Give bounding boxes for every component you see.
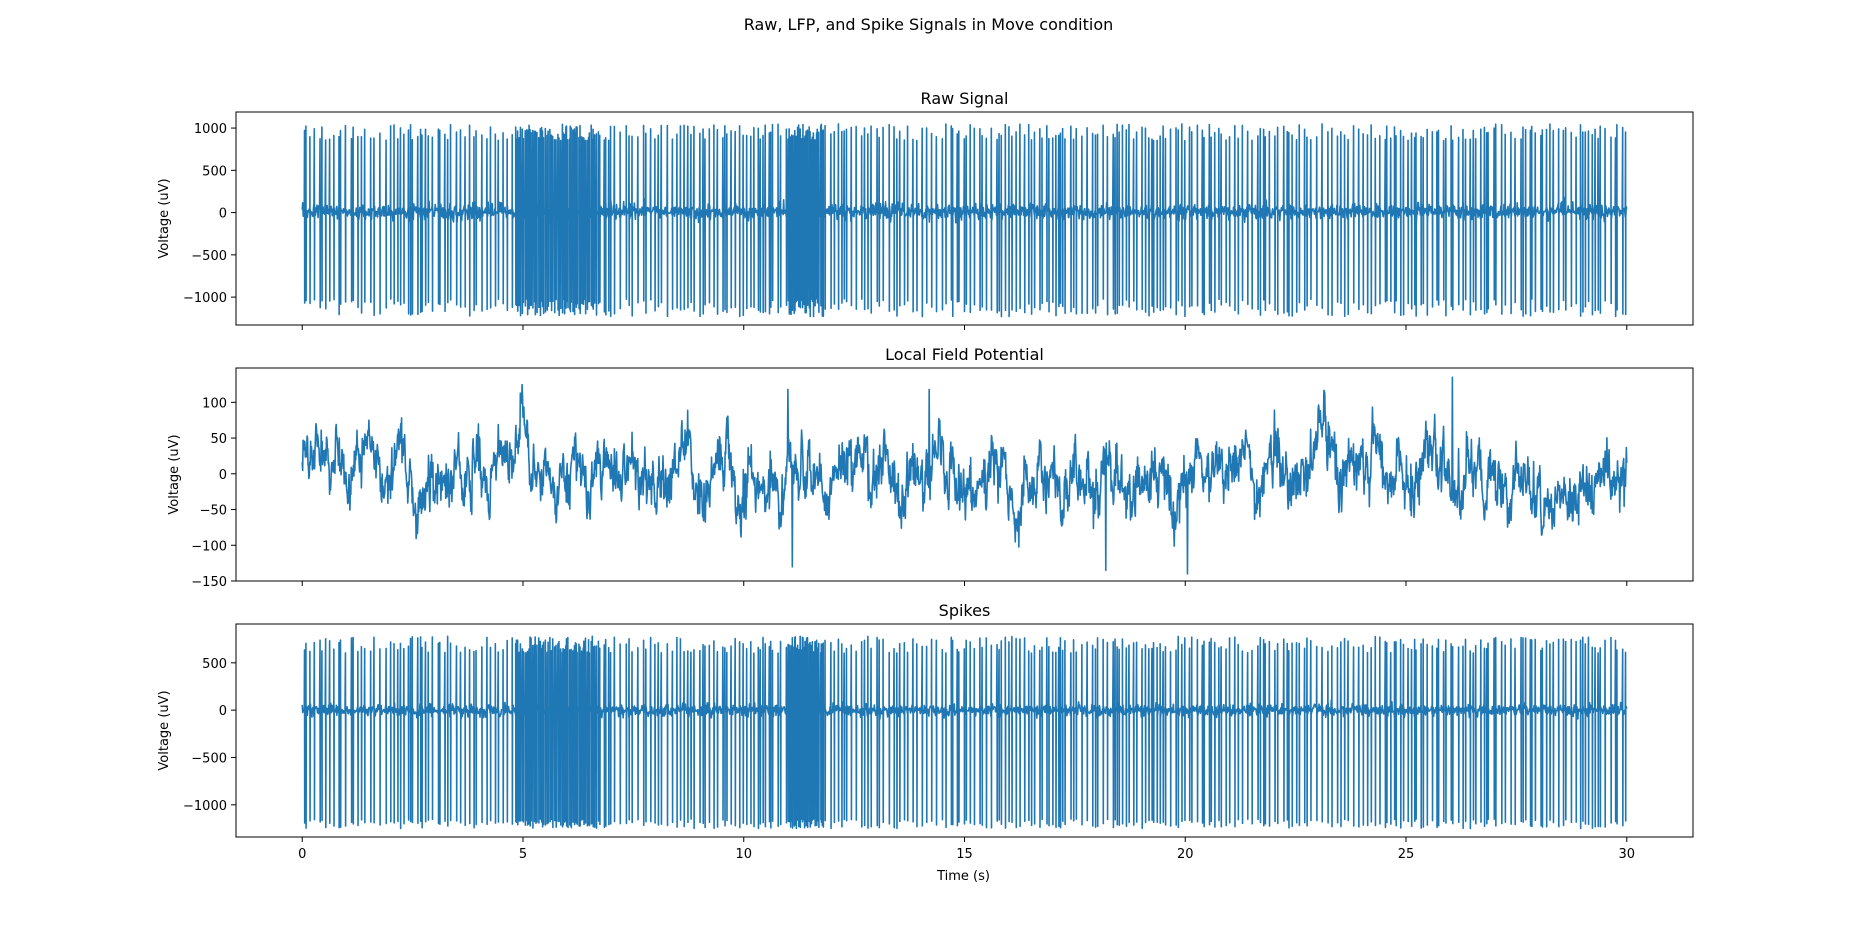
subplot-1: Raw Signal 1000 500 0 −500 −1000 Voltage (uV) — [157, 89, 1694, 330]
y-tick-label: 500 — [202, 657, 227, 672]
x-axis-label: Time (s) — [936, 869, 990, 884]
y-axis-label: Voltage (uV) — [157, 178, 172, 258]
y-tick-label: 0 — [219, 468, 227, 483]
x-tick-label: 15 — [956, 847, 973, 862]
y-tick-label: 0 — [219, 207, 227, 222]
y-tick-label: −500 — [191, 249, 227, 264]
y-tick-label: 500 — [202, 164, 227, 179]
y-tick-label: 50 — [210, 432, 227, 447]
subplot-title: Local Field Potential — [885, 345, 1044, 364]
x-tick-label: 0 — [298, 847, 306, 862]
y-axis-label: Voltage (uV) — [157, 690, 172, 770]
x-tick-label: 10 — [735, 847, 752, 862]
x-tick-label: 5 — [519, 847, 527, 862]
y-tick-label: −1000 — [183, 291, 227, 306]
y-tick-label: −100 — [191, 539, 227, 554]
signal-line — [301, 635, 1628, 830]
x-tick-label: 30 — [1618, 847, 1635, 862]
y-tick-label: 100 — [202, 396, 227, 411]
y-tick-label: −1000 — [183, 799, 227, 814]
y-tick-label: −50 — [200, 504, 227, 519]
y-tick-label: 1000 — [194, 122, 227, 137]
subplot-title: Raw Signal — [921, 89, 1009, 108]
x-tick-label: 25 — [1398, 847, 1415, 862]
subplot-3: Spikes 0 5 10 15 20 25 30 500 0 −500 −1000 Voltage (… — [157, 601, 1694, 862]
signal-line — [301, 376, 1628, 575]
x-tick-label: 20 — [1177, 847, 1194, 862]
subplot-title: Spikes — [939, 601, 991, 620]
signal-line — [301, 123, 1628, 318]
y-tick-label: −150 — [191, 575, 227, 590]
subplot-2: Local Field Potential 100 50 0 −50 −100 −150 Vo… — [167, 345, 1694, 590]
figure-suptitle: Raw, LFP, and Spike Signals in Move cond… — [744, 15, 1114, 34]
y-tick-label: −500 — [191, 751, 227, 766]
y-axis-label: Voltage (uV) — [167, 434, 182, 514]
y-tick-label: 0 — [219, 704, 227, 719]
